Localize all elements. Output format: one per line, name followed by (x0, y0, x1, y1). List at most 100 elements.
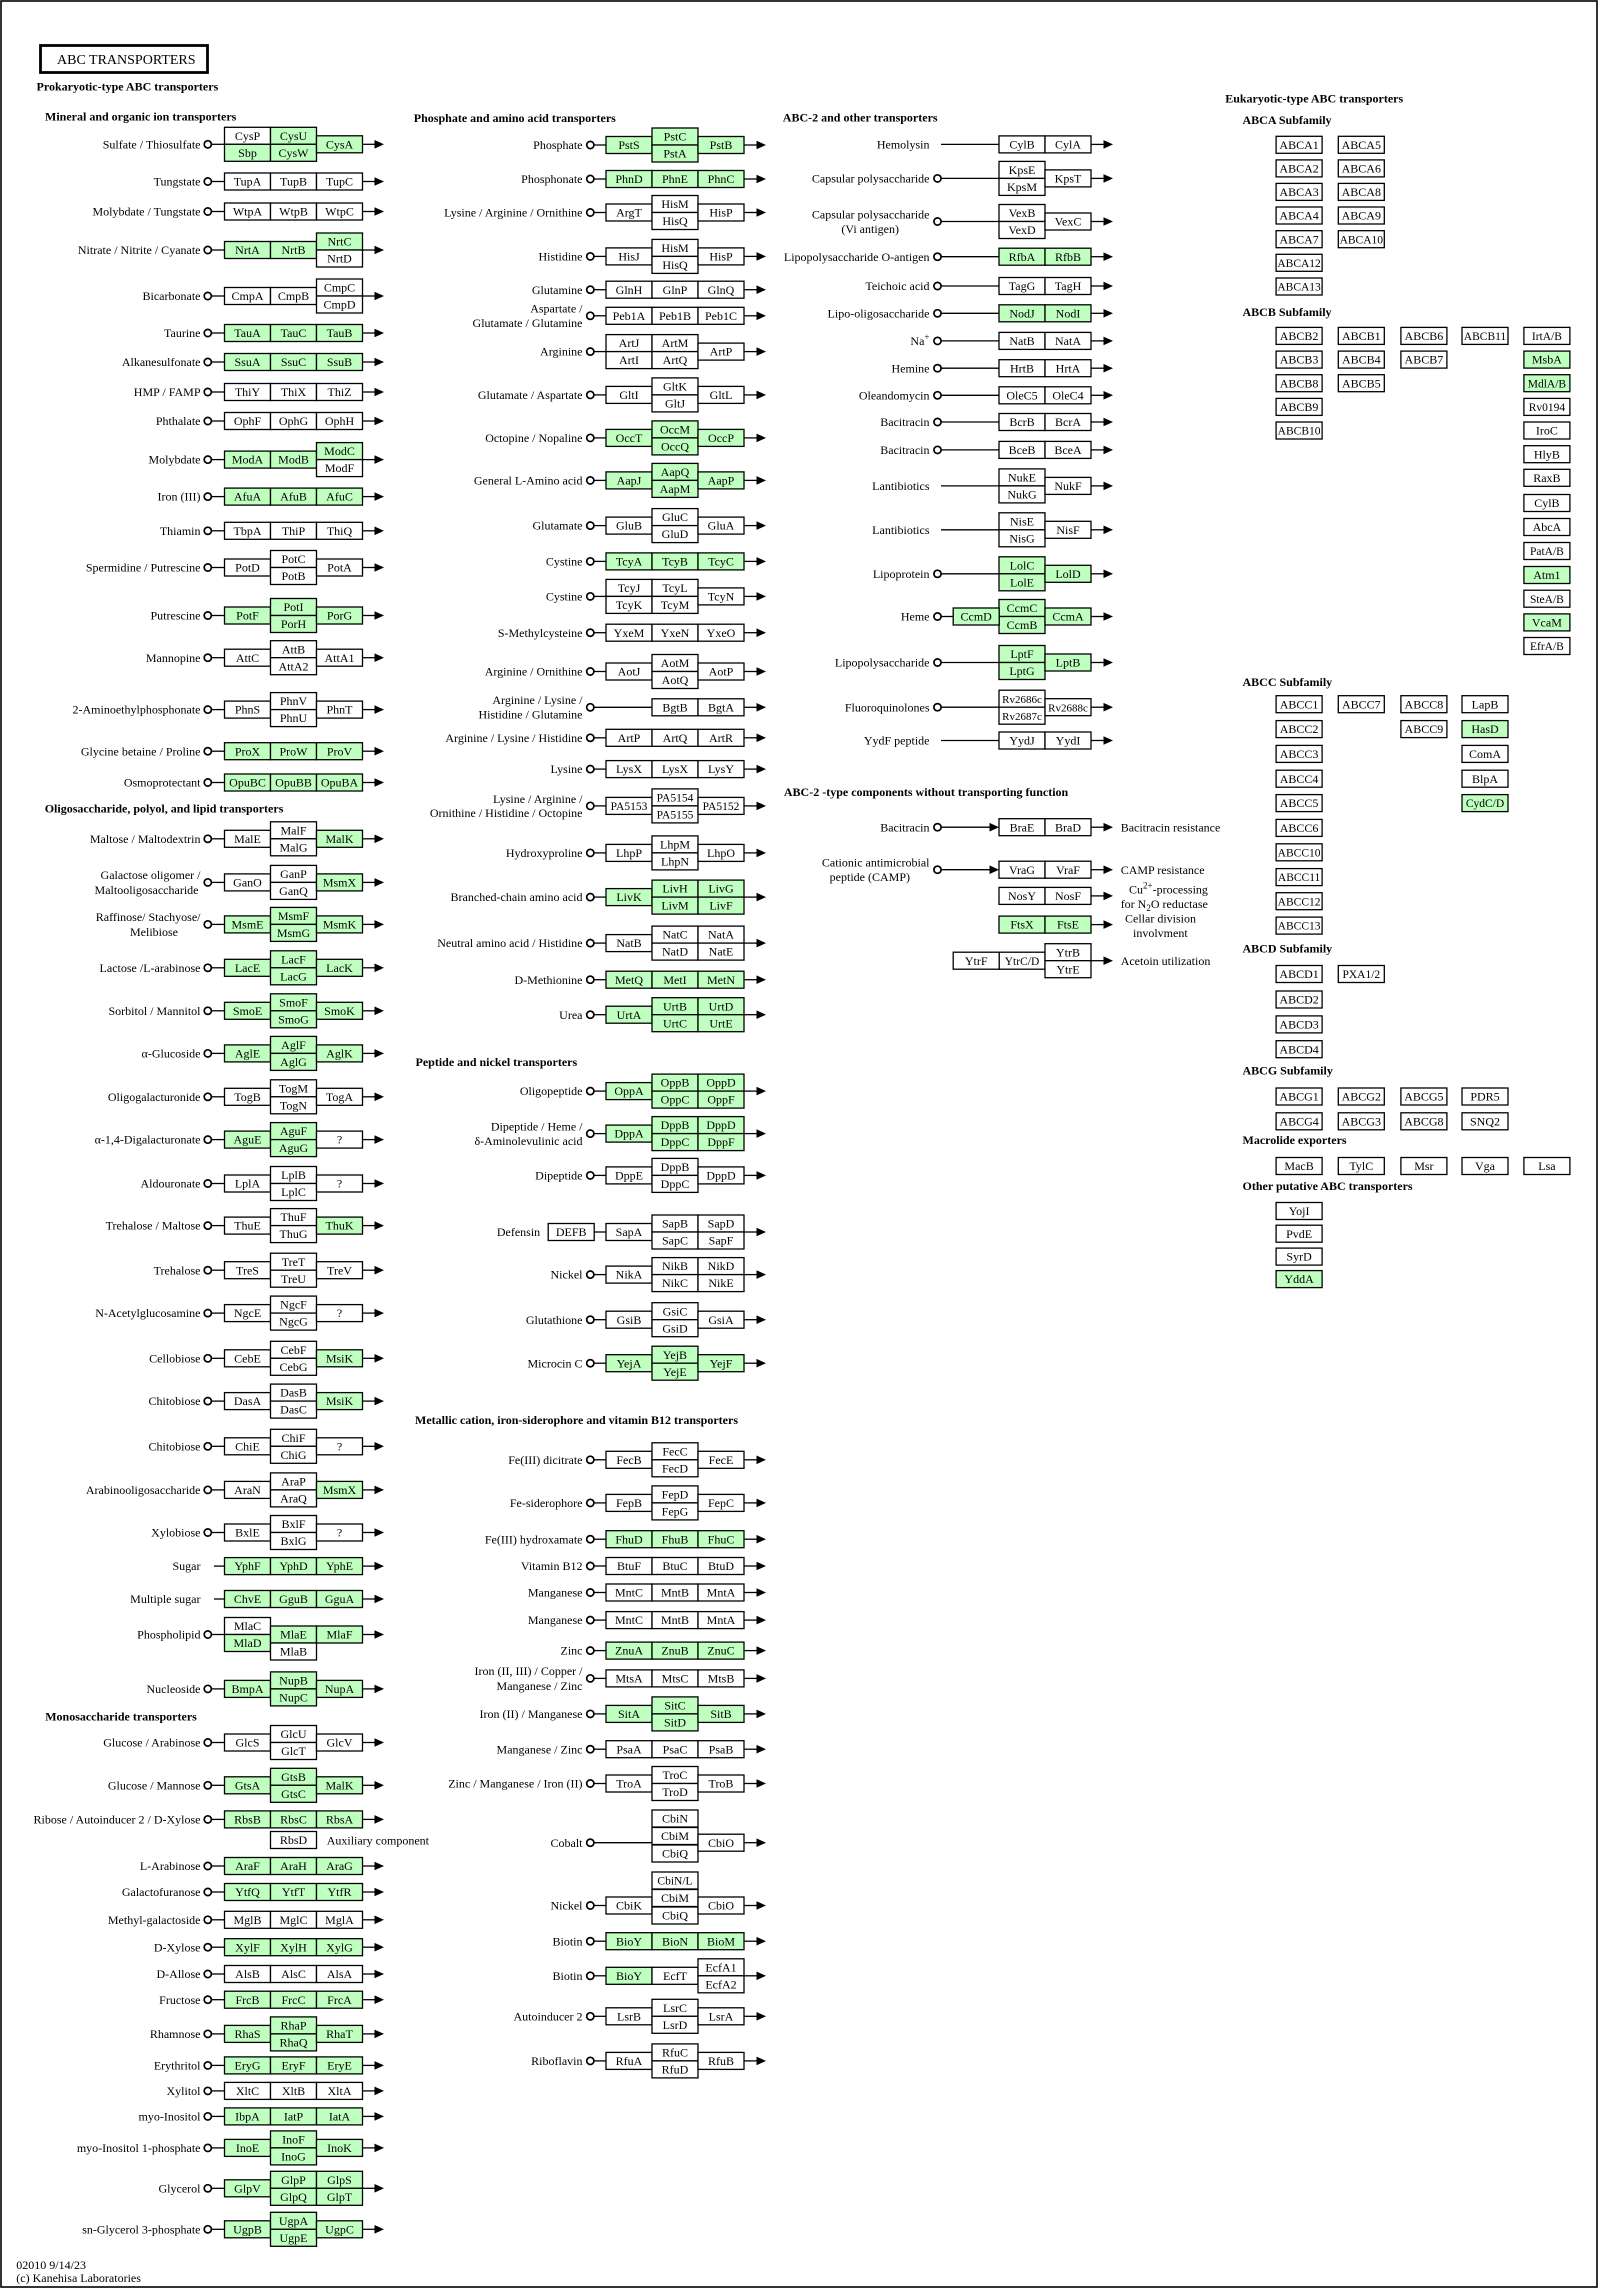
svg-text:KpsT: KpsT (1055, 172, 1082, 186)
svg-text:IroC: IroC (1536, 424, 1558, 438)
svg-text:Fe(III) dicitrate: Fe(III) dicitrate (508, 1453, 582, 1467)
svg-text:Erythritol: Erythritol (154, 2059, 201, 2073)
svg-text:FecC: FecC (662, 1444, 687, 1458)
svg-text:Galactose oligomer /: Galactose oligomer / (101, 868, 202, 882)
svg-text:HisJ: HisJ (618, 250, 640, 264)
svg-text:AotP: AotP (709, 665, 734, 679)
svg-text:Acetoin utilization: Acetoin utilization (1121, 954, 1211, 968)
svg-text:GguB: GguB (279, 1592, 308, 1606)
svg-text:GlnP: GlnP (663, 283, 688, 297)
svg-text:ABCB4: ABCB4 (1342, 353, 1381, 367)
svg-text:Vga: Vga (1475, 1159, 1496, 1173)
svg-text:Cellar division: Cellar division (1125, 912, 1196, 926)
svg-text:UrtE: UrtE (709, 1016, 732, 1030)
svg-text:ABCG8: ABCG8 (1404, 1114, 1443, 1128)
svg-text:ABCB7: ABCB7 (1405, 353, 1444, 367)
svg-text:CbiN/L: CbiN/L (657, 1876, 692, 1888)
svg-text:NikC: NikC (662, 1276, 688, 1290)
svg-text:NatD: NatD (662, 945, 688, 959)
svg-text:PA5155: PA5155 (657, 810, 694, 822)
svg-text:CysU: CysU (280, 129, 308, 143)
svg-text:GlpT: GlpT (327, 2190, 353, 2204)
svg-text:GluC: GluC (662, 510, 688, 524)
svg-text:ABCC3: ABCC3 (1280, 747, 1319, 761)
svg-text:BtuC: BtuC (662, 1559, 687, 1573)
svg-text:NodI: NodI (1056, 306, 1081, 320)
svg-text:NrtD: NrtD (327, 252, 352, 266)
svg-text:peptide (CAMP): peptide (CAMP) (830, 870, 910, 884)
svg-text:ABCC4: ABCC4 (1280, 772, 1319, 786)
svg-text:SapC: SapC (662, 1234, 688, 1248)
svg-text:ABCG3: ABCG3 (1342, 1114, 1381, 1128)
svg-text:NatB: NatB (616, 936, 641, 950)
svg-text:SitD: SitD (664, 1716, 686, 1730)
svg-text:Tungstate: Tungstate (154, 175, 201, 189)
svg-text:Maltose / Maltodextrin: Maltose / Maltodextrin (90, 832, 201, 846)
svg-text:AttA2: AttA2 (279, 659, 309, 673)
svg-text:PorG: PorG (327, 609, 353, 623)
svg-text:MalG: MalG (280, 840, 308, 854)
svg-text:TogB: TogB (234, 1090, 261, 1104)
svg-text:ModF: ModF (325, 461, 355, 475)
svg-text:HMP / FAMP: HMP / FAMP (134, 385, 201, 399)
svg-text:AapJ: AapJ (617, 474, 642, 488)
svg-text:LivF: LivF (709, 899, 733, 913)
svg-text:ComA: ComA (1469, 747, 1501, 761)
svg-text:Manganese / Zinc: Manganese / Zinc (497, 1742, 583, 1756)
svg-text:AotQ: AotQ (662, 673, 689, 687)
svg-text:FecB: FecB (616, 1453, 641, 1467)
svg-text:LivH: LivH (662, 882, 688, 896)
svg-text:VexD: VexD (1008, 223, 1036, 237)
svg-text:DppE: DppE (615, 1169, 643, 1183)
svg-text:BlpA: BlpA (1472, 772, 1498, 786)
svg-text:sn-Glycerol 3-phosphate: sn-Glycerol 3-phosphate (82, 2222, 200, 2236)
svg-text:SitC: SitC (664, 1699, 685, 1713)
svg-text:FecD: FecD (662, 1461, 688, 1475)
svg-text:S-Methylcysteine: S-Methylcysteine (498, 626, 583, 640)
svg-text:TreT: TreT (282, 1255, 306, 1269)
svg-text:MtsC: MtsC (662, 1672, 689, 1686)
svg-text:ThiP: ThiP (282, 524, 306, 538)
svg-text:CcmA: CcmA (1052, 610, 1084, 624)
svg-text:GltK: GltK (663, 380, 687, 394)
svg-text:Branched-chain amino acid: Branched-chain amino acid (451, 890, 583, 904)
svg-text:Lactose /L-arabinose: Lactose /L-arabinose (100, 961, 201, 975)
svg-text:Bacitracin resistance: Bacitracin resistance (1121, 821, 1221, 835)
svg-text:IrtA/B: IrtA/B (1532, 331, 1562, 343)
svg-text:MetI: MetI (663, 973, 686, 987)
svg-text:CbiM: CbiM (661, 1891, 689, 1905)
svg-text:GtsC: GtsC (281, 1787, 306, 1801)
svg-text:CmpB: CmpB (278, 289, 309, 303)
svg-text:ThuG: ThuG (280, 1227, 308, 1241)
svg-text:TupC: TupC (326, 175, 353, 189)
svg-text:ArgT: ArgT (616, 206, 642, 220)
svg-text:CebG: CebG (280, 1360, 308, 1374)
svg-text:Ribose / Autoinducer 2 / D-Xyl: Ribose / Autoinducer 2 / D-Xylose (34, 1813, 201, 1827)
svg-text:ArtR: ArtR (709, 731, 733, 745)
svg-text:LysX: LysX (616, 762, 642, 776)
svg-text:PsaC: PsaC (663, 1742, 688, 1756)
svg-text:BmpA: BmpA (231, 1682, 263, 1696)
svg-text:(c) Kanehisa Laboratories: (c) Kanehisa Laboratories (16, 2271, 141, 2285)
svg-text:OppF: OppF (707, 1093, 735, 1107)
svg-text:Iron (III): Iron (III) (158, 490, 201, 504)
svg-text:ABCG Subfamily: ABCG Subfamily (1243, 1063, 1333, 1077)
svg-text:Osmoprotectant: Osmoprotectant (124, 776, 201, 790)
svg-text:PstA: PstA (663, 147, 687, 161)
svg-text:BcrA: BcrA (1055, 415, 1081, 429)
svg-text:SsuB: SsuB (327, 355, 352, 369)
svg-text:YydF peptide: YydF peptide (864, 734, 930, 748)
svg-text:for N2O reductase: for N2O reductase (1121, 897, 1208, 913)
svg-text:Other putative ABC transporter: Other putative ABC transporters (1243, 1179, 1413, 1193)
svg-text:ABCB9: ABCB9 (1280, 400, 1319, 414)
svg-text:Riboflavin: Riboflavin (531, 2054, 582, 2068)
svg-text:LivG: LivG (708, 882, 734, 896)
svg-text:MsmX: MsmX (323, 876, 357, 890)
svg-text:ABCA9: ABCA9 (1342, 209, 1381, 223)
svg-text:GlpS: GlpS (327, 2173, 352, 2187)
svg-text:Bacitracin: Bacitracin (880, 443, 929, 457)
svg-text:NrtC: NrtC (328, 235, 352, 249)
svg-text:Neutral amino acid / Histidine: Neutral amino acid / Histidine (437, 936, 582, 950)
svg-text:PA5154: PA5154 (657, 793, 694, 805)
svg-text:DasB: DasB (280, 1386, 307, 1400)
